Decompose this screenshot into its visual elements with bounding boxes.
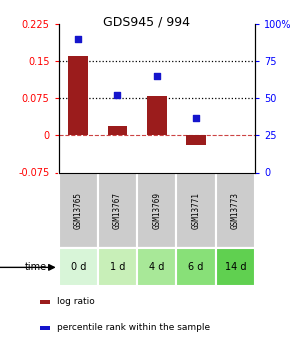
Bar xyxy=(186,135,206,145)
Point xyxy=(154,73,159,79)
Bar xyxy=(176,248,216,286)
Bar xyxy=(98,248,137,286)
Text: percentile rank within the sample: percentile rank within the sample xyxy=(57,323,210,332)
Text: GSM13769: GSM13769 xyxy=(152,192,161,229)
Bar xyxy=(137,172,176,248)
Bar xyxy=(40,299,50,304)
Text: log ratio: log ratio xyxy=(57,297,94,306)
Text: GSM13771: GSM13771 xyxy=(192,192,200,229)
Text: 14 d: 14 d xyxy=(224,263,246,272)
Bar xyxy=(137,248,176,286)
Bar xyxy=(216,248,255,286)
Text: time: time xyxy=(25,263,47,272)
Text: GDS945 / 994: GDS945 / 994 xyxy=(103,16,190,29)
Bar xyxy=(40,326,50,330)
Text: 4 d: 4 d xyxy=(149,263,164,272)
Text: GSM13773: GSM13773 xyxy=(231,192,240,229)
Bar xyxy=(176,172,216,248)
Text: 1 d: 1 d xyxy=(110,263,125,272)
Bar xyxy=(59,248,98,286)
Point xyxy=(115,92,120,98)
Bar xyxy=(147,96,166,135)
Text: GSM13767: GSM13767 xyxy=(113,192,122,229)
Bar xyxy=(98,172,137,248)
Text: GSM13765: GSM13765 xyxy=(74,192,83,229)
Point xyxy=(76,36,81,42)
Bar xyxy=(216,172,255,248)
Bar xyxy=(59,172,98,248)
Bar xyxy=(68,56,88,135)
Text: 6 d: 6 d xyxy=(188,263,204,272)
Text: 0 d: 0 d xyxy=(71,263,86,272)
Bar xyxy=(108,126,127,135)
Point xyxy=(194,115,198,120)
